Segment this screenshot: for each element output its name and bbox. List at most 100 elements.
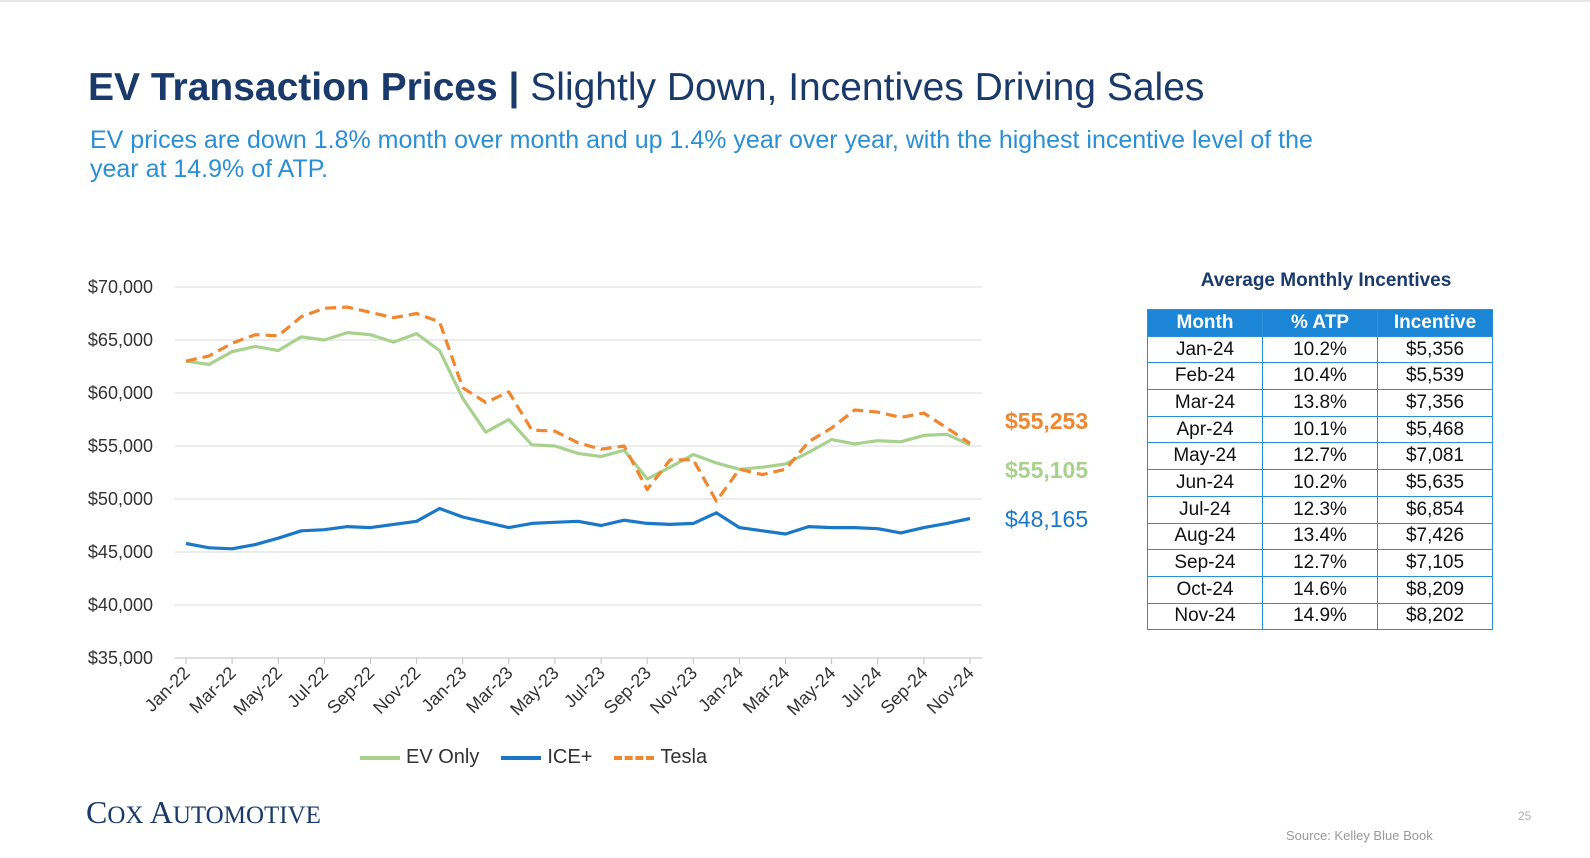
x-tick-label: Jan-22 [141, 663, 194, 716]
x-tick-label: May-24 [783, 663, 840, 720]
cell-pct-atp: 13.4% [1262, 522, 1378, 551]
x-tick-label: Mar-23 [462, 663, 516, 717]
cell-pct-atp: 10.1% [1262, 415, 1378, 444]
table-row: Jul-24 12.3% $6,854 [1147, 495, 1493, 524]
x-tick-label: Nov-22 [369, 663, 424, 718]
chart-legend: EV Only ICE+ Tesla [360, 746, 729, 769]
legend-item-tesla: Tesla [614, 746, 707, 769]
y-tick-label: $60,000 [88, 383, 153, 403]
table-row: Sep-24 12.7% $7,105 [1147, 549, 1493, 577]
cell-month: Apr-24 [1147, 415, 1263, 444]
incentives-table: Month % ATP Incentive Jan-24 10.2% $5,356 F… [1147, 309, 1493, 631]
cell-incentive: $6,854 [1377, 495, 1493, 524]
cell-month: Oct-24 [1147, 575, 1263, 604]
cell-month: Jul-24 [1147, 495, 1263, 524]
x-tick-label: Sep-23 [600, 663, 655, 718]
source-note: Source: Kelley Blue Book [1286, 828, 1433, 843]
table-row: Aug-24 13.4% $7,426 [1147, 522, 1493, 551]
title-rest: Slightly Down, Incentives Driving Sales [519, 66, 1205, 109]
top-divider [0, 0, 1590, 2]
end-label-ice: $48,165 [1005, 506, 1089, 532]
table-header-row: Month % ATP Incentive [1147, 309, 1493, 337]
cell-incentive: $5,635 [1377, 469, 1493, 497]
table-row: May-24 12.7% $7,081 [1147, 442, 1493, 471]
table-row: Mar-24 13.8% $7,356 [1147, 389, 1493, 417]
x-tick-label: May-22 [229, 663, 286, 720]
cell-incentive: $5,468 [1377, 415, 1493, 444]
legend-item-ev-only: EV Only [360, 746, 479, 769]
end-label-ev-only: $55,105 [1005, 457, 1089, 483]
cell-month: May-24 [1147, 442, 1263, 471]
x-tick-label: May-23 [506, 663, 563, 720]
y-tick-label: $40,000 [88, 595, 153, 615]
legend-label-tesla: Tesla [660, 746, 708, 768]
x-tick-label: Jan-24 [694, 663, 747, 716]
y-tick-label: $70,000 [88, 277, 153, 297]
cell-pct-atp: 12.7% [1262, 442, 1378, 471]
page-title: EV Transaction Prices | Slightly Down, I… [88, 64, 1204, 112]
series-line-tesla [185, 305, 971, 503]
logo-a: A [149, 794, 173, 830]
legend-swatch-tesla [614, 755, 655, 760]
end-label-tesla: $55,253 [1005, 408, 1089, 434]
cell-month: Nov-24 [1147, 602, 1263, 631]
series-line-ev-only [185, 330, 971, 481]
cell-incentive: $8,209 [1377, 575, 1493, 604]
y-tick-label: $65,000 [88, 330, 153, 350]
x-axis: Jan-22Mar-22May-22Jul-22Sep-22Nov-22Jan-… [141, 657, 982, 720]
cell-incentive: $5,356 [1377, 335, 1493, 364]
cell-pct-atp: 10.2% [1262, 469, 1378, 497]
x-tick-label: Sep-24 [877, 663, 932, 718]
table-row: Feb-24 10.4% $5,539 [1147, 362, 1493, 391]
cell-month: Jun-24 [1147, 469, 1263, 497]
cell-incentive: $5,539 [1377, 362, 1493, 391]
cell-incentive: $7,105 [1377, 549, 1493, 577]
cell-month: Mar-24 [1147, 389, 1263, 417]
page-subtitle: EV prices are down 1.8% month over month… [90, 126, 1313, 183]
cell-month: Feb-24 [1147, 362, 1263, 391]
x-tick-label: Nov-24 [923, 663, 978, 718]
header-month: Month [1147, 309, 1263, 337]
series-line-ice [185, 506, 971, 551]
y-tick-label: $45,000 [88, 542, 153, 562]
table-body: Jan-24 10.2% $5,356 Feb-24 10.4% $5,539 Mar-24… [1147, 335, 1493, 631]
cell-pct-atp: 10.2% [1262, 335, 1378, 364]
x-tick-label: Nov-23 [646, 663, 701, 718]
cox-automotive-logo: COX AUTOMOTIVE [86, 794, 321, 831]
y-axis-ticks: $35,000 $40,000 $45,000 $50,000 $55,000 $60,0… [88, 277, 153, 668]
grid-lines [175, 286, 982, 606]
x-tick-label: Mar-22 [185, 663, 239, 717]
x-tick-label: Mar-24 [739, 663, 793, 717]
cell-pct-atp: 13.8% [1262, 389, 1378, 417]
page-number: 25 [1518, 809, 1532, 823]
cell-month: Sep-24 [1147, 549, 1263, 577]
cell-pct-atp: 12.7% [1262, 549, 1378, 577]
logo-c: C [86, 794, 108, 830]
legend-swatch-ice [501, 755, 542, 760]
x-tick-label: Sep-22 [323, 663, 378, 718]
title-bold: EV Transaction Prices | [88, 66, 520, 109]
cell-pct-atp: 14.9% [1262, 602, 1378, 631]
legend-label-ice: ICE+ [547, 746, 593, 768]
cell-pct-atp: 14.6% [1262, 575, 1378, 604]
cell-incentive: $8,202 [1377, 602, 1493, 631]
cell-incentive: $7,356 [1377, 389, 1493, 417]
cell-month: Jan-24 [1147, 335, 1263, 364]
table-row: Jun-24 10.2% $5,635 [1147, 469, 1493, 497]
y-tick-label: $55,000 [88, 436, 153, 456]
table-row: Oct-24 14.6% $8,209 [1147, 575, 1493, 604]
table-row: Apr-24 10.1% $5,468 [1147, 415, 1493, 444]
header-pct-atp: % ATP [1262, 309, 1378, 337]
series-lines [185, 305, 971, 551]
table-row: Jan-24 10.2% $5,356 [1147, 335, 1493, 364]
cell-pct-atp: 12.3% [1262, 495, 1378, 524]
table-row: Nov-24 14.9% $8,202 [1147, 602, 1493, 631]
legend-item-ice: ICE+ [501, 746, 592, 769]
cell-incentive: $7,426 [1377, 522, 1493, 551]
header-incentive: Incentive [1377, 309, 1493, 337]
y-tick-label: $35,000 [88, 648, 153, 668]
y-tick-label: $50,000 [88, 489, 153, 509]
cell-month: Aug-24 [1147, 522, 1263, 551]
cell-pct-atp: 10.4% [1262, 362, 1378, 391]
incentives-table-title: Average Monthly Incentives [1200, 270, 1452, 291]
